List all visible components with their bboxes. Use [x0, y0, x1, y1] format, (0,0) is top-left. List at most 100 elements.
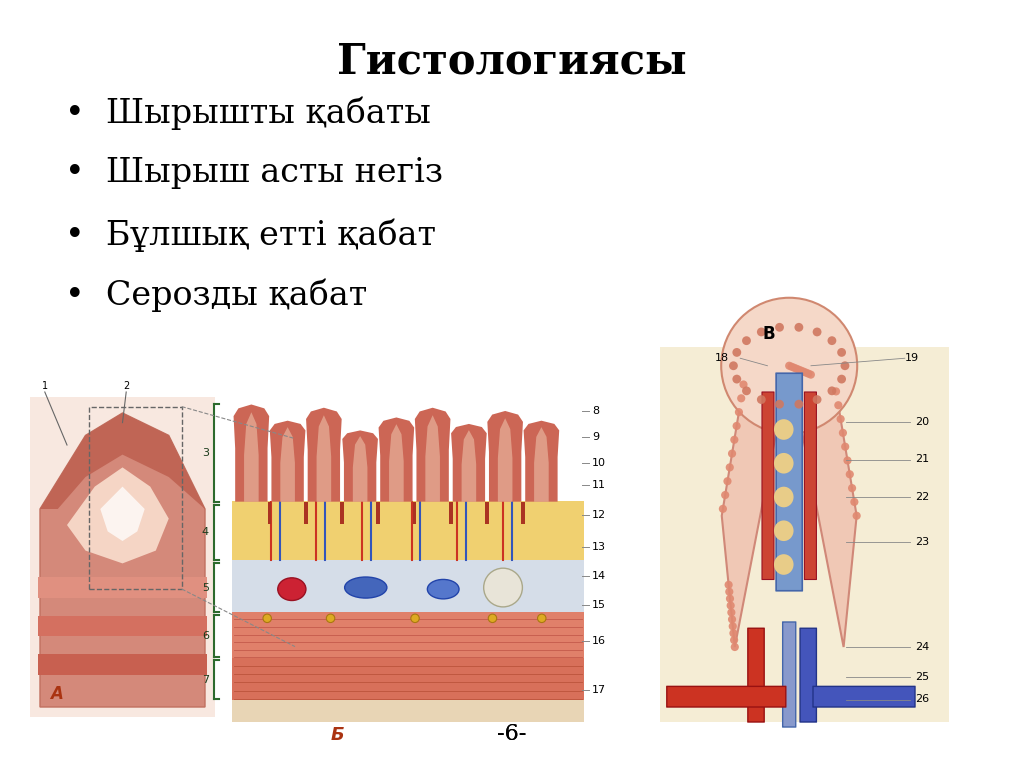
FancyBboxPatch shape	[813, 686, 915, 707]
Circle shape	[730, 436, 738, 444]
Polygon shape	[498, 418, 512, 502]
Polygon shape	[40, 413, 205, 509]
Circle shape	[723, 477, 731, 486]
FancyBboxPatch shape	[667, 686, 785, 707]
FancyBboxPatch shape	[231, 502, 585, 561]
Polygon shape	[244, 412, 259, 502]
Text: 18: 18	[715, 354, 729, 364]
Circle shape	[411, 614, 419, 623]
Circle shape	[742, 336, 751, 345]
Text: •  Бұлшық етті қабат: • Бұлшық етті қабат	[65, 219, 436, 252]
Text: -6-: -6-	[498, 723, 526, 745]
Circle shape	[327, 614, 335, 623]
Text: 12: 12	[592, 509, 606, 519]
Circle shape	[795, 400, 803, 409]
Polygon shape	[306, 408, 342, 502]
Polygon shape	[342, 430, 378, 502]
Circle shape	[795, 323, 803, 332]
Text: •  Шырыш асты негіз: • Шырыш асты негіз	[65, 157, 443, 189]
Text: 11: 11	[592, 480, 606, 490]
Ellipse shape	[427, 579, 459, 599]
Polygon shape	[67, 467, 169, 564]
Circle shape	[838, 348, 846, 357]
Circle shape	[719, 505, 727, 513]
Polygon shape	[340, 502, 344, 525]
Circle shape	[775, 323, 784, 332]
Circle shape	[793, 364, 801, 373]
Circle shape	[742, 387, 751, 395]
Circle shape	[795, 366, 803, 374]
Circle shape	[732, 422, 740, 430]
Text: -6-: -6-	[498, 723, 526, 745]
Text: 13: 13	[592, 542, 606, 552]
Text: А: А	[50, 685, 62, 703]
Text: 22: 22	[915, 492, 929, 502]
FancyBboxPatch shape	[30, 397, 215, 717]
Polygon shape	[269, 420, 305, 502]
Circle shape	[841, 361, 849, 370]
Text: 15: 15	[592, 601, 606, 611]
Polygon shape	[353, 436, 368, 502]
Circle shape	[732, 348, 741, 357]
Text: 2: 2	[123, 381, 129, 391]
FancyBboxPatch shape	[805, 392, 816, 580]
Text: 3: 3	[202, 448, 209, 458]
Ellipse shape	[774, 487, 794, 507]
Text: 14: 14	[592, 571, 606, 581]
Text: 7: 7	[202, 675, 209, 685]
FancyBboxPatch shape	[776, 374, 802, 591]
Circle shape	[841, 443, 849, 451]
Bar	[89, 407, 181, 589]
Circle shape	[831, 387, 840, 396]
Polygon shape	[233, 404, 269, 502]
Circle shape	[731, 643, 739, 651]
Circle shape	[757, 328, 766, 337]
Text: 9: 9	[592, 432, 599, 442]
Circle shape	[827, 336, 837, 345]
Circle shape	[483, 568, 522, 607]
Text: 26: 26	[915, 694, 929, 705]
FancyBboxPatch shape	[782, 622, 796, 727]
Text: 6: 6	[202, 631, 209, 641]
Circle shape	[735, 408, 743, 416]
Polygon shape	[415, 408, 451, 502]
FancyBboxPatch shape	[231, 699, 585, 723]
Text: 10: 10	[592, 458, 606, 468]
Circle shape	[853, 512, 861, 520]
Circle shape	[790, 364, 798, 372]
Ellipse shape	[774, 453, 794, 473]
FancyBboxPatch shape	[231, 560, 585, 612]
Polygon shape	[100, 486, 144, 541]
Circle shape	[807, 370, 815, 379]
Text: •  Серозды қабат: • Серозды қабат	[65, 279, 368, 312]
Circle shape	[725, 588, 733, 596]
Circle shape	[725, 581, 733, 589]
Text: 19: 19	[905, 354, 919, 364]
Circle shape	[737, 394, 745, 403]
Polygon shape	[267, 502, 271, 525]
FancyBboxPatch shape	[762, 392, 774, 580]
Text: 23: 23	[915, 537, 929, 547]
Circle shape	[729, 622, 737, 630]
Circle shape	[835, 401, 843, 410]
Polygon shape	[449, 502, 453, 525]
FancyBboxPatch shape	[800, 628, 816, 722]
Text: В: В	[763, 325, 775, 343]
Text: 1: 1	[42, 381, 48, 391]
Circle shape	[802, 369, 810, 377]
Circle shape	[732, 375, 741, 384]
Circle shape	[848, 484, 856, 492]
Circle shape	[850, 498, 858, 506]
Polygon shape	[389, 424, 403, 502]
Ellipse shape	[278, 578, 306, 601]
Circle shape	[727, 608, 735, 617]
Text: 16: 16	[592, 636, 606, 646]
Circle shape	[263, 614, 271, 623]
Text: Гистологиясы: Гистологиясы	[337, 40, 687, 82]
Circle shape	[538, 614, 546, 623]
Polygon shape	[452, 424, 486, 502]
Polygon shape	[425, 415, 440, 502]
Circle shape	[726, 594, 734, 603]
Circle shape	[775, 400, 784, 409]
Text: Б: Б	[331, 726, 344, 744]
